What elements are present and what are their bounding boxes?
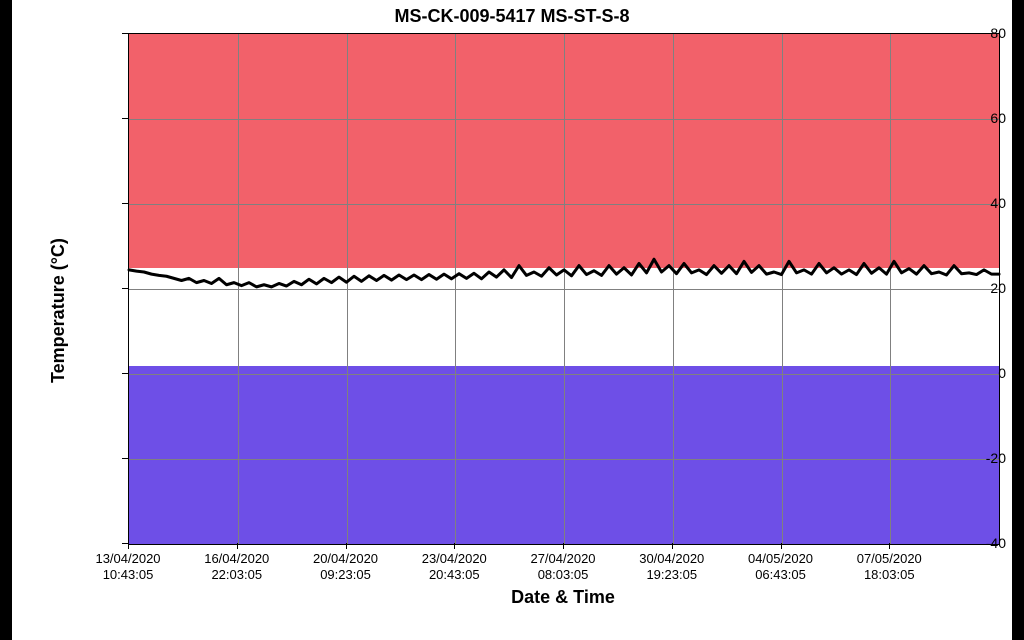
x-tick-mark — [563, 543, 564, 549]
y-tick-mark — [122, 203, 128, 204]
x-tick-mark — [889, 543, 890, 549]
x-tick-mark — [237, 543, 238, 549]
y-axis-label: Temperature (°C) — [48, 238, 69, 383]
x-tick-label: 13/04/202010:43:05 — [95, 551, 160, 584]
y-tick-label: 0 — [894, 365, 1012, 381]
plot-area — [128, 33, 1000, 545]
series-temperature — [129, 259, 999, 287]
chart-title: MS-CK-009-5417 MS-ST-S-8 — [12, 6, 1012, 27]
x-tick-mark — [781, 543, 782, 549]
x-tick-label: 16/04/202022:03:05 — [204, 551, 269, 584]
x-tick-label: 20/04/202009:23:05 — [313, 551, 378, 584]
y-tick-mark — [122, 373, 128, 374]
y-tick-mark — [122, 33, 128, 34]
y-tick-label: 40 — [894, 195, 1012, 211]
x-tick-label: 04/05/202006:43:05 — [748, 551, 813, 584]
x-tick-label: 30/04/202019:23:05 — [639, 551, 704, 584]
x-tick-mark — [672, 543, 673, 549]
y-tick-mark — [122, 458, 128, 459]
x-tick-label: 07/05/202018:03:05 — [857, 551, 922, 584]
y-tick-label: -20 — [894, 450, 1012, 466]
temperature-line — [129, 34, 999, 544]
chart-page: MS-CK-009-5417 MS-ST-S-8 -40 -20 0 20 40 60 80… — [12, 0, 1012, 640]
y-tick-mark — [122, 118, 128, 119]
y-tick-label: -40 — [894, 535, 1012, 551]
y-tick-label: 20 — [894, 280, 1012, 296]
x-tick-mark — [346, 543, 347, 549]
x-axis-label: Date & Time — [128, 587, 998, 608]
x-tick-label: 23/04/202020:43:05 — [422, 551, 487, 584]
y-tick-label: 80 — [894, 25, 1012, 41]
x-tick-label: 27/04/202008:03:05 — [530, 551, 595, 584]
x-tick-mark — [128, 543, 129, 549]
y-tick-label: 60 — [894, 110, 1012, 126]
x-tick-mark — [454, 543, 455, 549]
y-tick-mark — [122, 288, 128, 289]
